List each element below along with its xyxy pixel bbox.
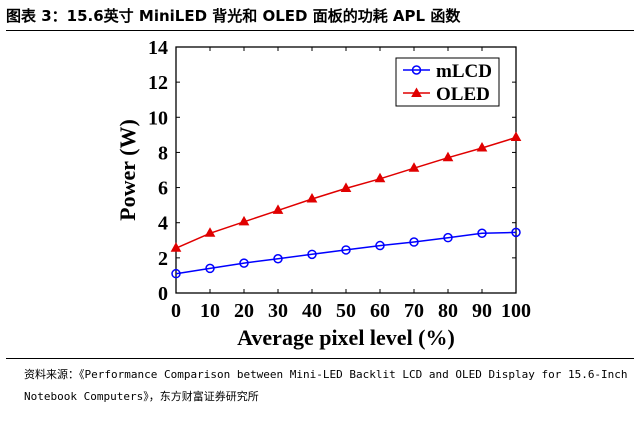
y-tick-label: 14: [148, 37, 168, 59]
x-tick-label: 10: [200, 300, 220, 322]
axis-ticks: 0 10 20 30 40 50 60 70 80 90 100 0 2 4 6 8 10 12 14: [148, 37, 531, 322]
x-tick-label: 90: [472, 300, 492, 322]
data-point-mlcd: [409, 237, 419, 247]
legend-marker-mlcd: [411, 65, 422, 75]
figure-title: 图表 3：15.6英寸 MiniLED 背光和 OLED 面板的功耗 APL 函…: [6, 7, 461, 25]
x-tick-label: 40: [302, 300, 322, 322]
source-divider: [6, 358, 634, 359]
y-tick-label: 12: [148, 72, 168, 94]
x-tick-label: 0: [171, 300, 181, 322]
x-tick-label: 80: [438, 300, 458, 322]
x-axis-label: Average pixel level (%): [237, 325, 455, 350]
source-note: 资料来源：《Performance Comparison between Min…: [24, 364, 634, 408]
x-tick-label: 30: [268, 300, 288, 322]
legend-label-mlcd: mLCD: [436, 61, 492, 82]
source-prefix: 资料来源：: [24, 368, 79, 381]
x-tick-label: 60: [370, 300, 390, 322]
data-point-mlcd: [171, 268, 181, 279]
data-point-oled: [272, 204, 284, 214]
y-tick-label: 6: [158, 178, 168, 200]
x-tick-label: 50: [336, 300, 356, 322]
y-tick-label: 8: [158, 142, 168, 164]
data-point-mlcd: [205, 263, 215, 274]
x-tick-label: 20: [234, 300, 254, 322]
data-point-mlcd: [375, 240, 385, 251]
data-point-mlcd: [443, 232, 453, 243]
legend-marker-oled: [411, 87, 422, 97]
data-point-oled: [408, 162, 420, 172]
legend-label-oled: OLED: [436, 84, 490, 105]
legend: mLCD OLED: [395, 57, 500, 107]
data-point-oled: [306, 192, 318, 203]
data-point-oled: [476, 142, 488, 152]
y-axis-label: Power (W): [115, 119, 140, 221]
data-point-oled: [204, 227, 216, 237]
data-point-oled: [374, 172, 386, 183]
data-point-mlcd: [341, 245, 351, 255]
data-point-oled: [340, 182, 352, 192]
data-point-mlcd: [273, 253, 283, 264]
y-tick-label: 10: [148, 107, 168, 129]
x-tick-label: 100: [501, 300, 531, 322]
legend-box: [395, 57, 500, 107]
x-tick-label: 70: [404, 300, 424, 322]
data-point-mlcd: [477, 228, 487, 239]
y-tick-label: 0: [158, 283, 168, 305]
data-point-oled: [510, 131, 522, 141]
power-vs-apl-line-chart: 0 10 20 30 40 50 60 70 80 90 100 0 2 4 6 8 10 12 14 Averag…: [115, 37, 531, 350]
series-layer: [170, 131, 522, 279]
data-point-oled: [238, 215, 250, 226]
data-point-mlcd: [307, 249, 317, 260]
data-point-mlcd: [511, 227, 521, 238]
series-line-mlcd: [175, 231, 517, 275]
series-line-oled: [175, 136, 517, 249]
title-divider: [6, 30, 634, 31]
data-point-mlcd: [239, 258, 249, 268]
y-tick-label: 4: [158, 213, 168, 235]
y-tick-label: 2: [158, 248, 168, 270]
data-point-oled: [442, 151, 454, 162]
source-text: 《Performance Comparison between Mini-LED…: [24, 368, 628, 403]
data-point-oled: [170, 242, 182, 252]
